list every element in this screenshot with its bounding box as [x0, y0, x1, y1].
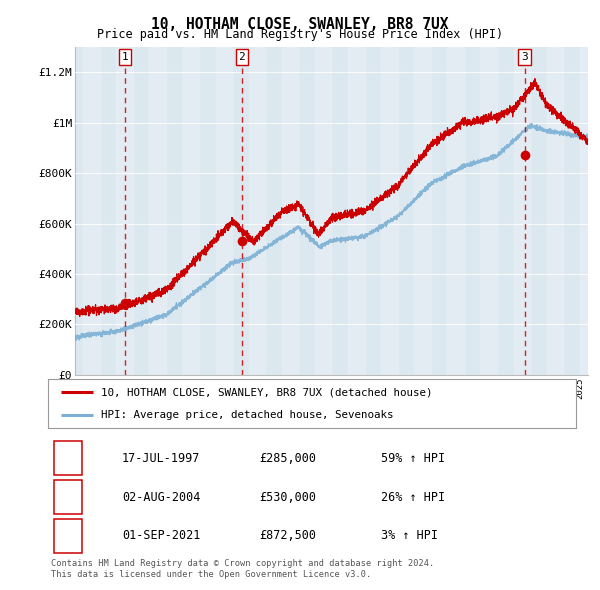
Bar [381, 47, 398, 375]
Bar [249, 47, 265, 375]
Bar [547, 47, 563, 375]
Bar [315, 47, 331, 375]
Text: 3: 3 [521, 52, 528, 62]
Bar [149, 47, 166, 375]
Text: Price paid vs. HM Land Registry's House Price Index (HPI): Price paid vs. HM Land Registry's House … [97, 28, 503, 41]
Text: £530,000: £530,000 [259, 490, 316, 504]
Text: This data is licensed under the Open Government Licence v3.0.: This data is licensed under the Open Gov… [51, 570, 371, 579]
Bar [414, 47, 431, 375]
Text: 1: 1 [122, 52, 128, 62]
Bar [116, 47, 133, 375]
Text: 26% ↑ HPI: 26% ↑ HPI [380, 490, 445, 504]
Text: HPI: Average price, detached house, Sevenoaks: HPI: Average price, detached house, Seve… [101, 409, 394, 419]
Text: 2: 2 [238, 52, 245, 62]
FancyBboxPatch shape [55, 480, 82, 514]
Bar [448, 47, 464, 375]
Text: 01-SEP-2021: 01-SEP-2021 [122, 529, 200, 542]
Bar [282, 47, 298, 375]
Text: 3: 3 [65, 529, 71, 542]
Bar [514, 47, 530, 375]
Bar [481, 47, 497, 375]
Bar [580, 47, 596, 375]
Text: 3% ↑ HPI: 3% ↑ HPI [380, 529, 437, 542]
Text: 02-AUG-2004: 02-AUG-2004 [122, 490, 200, 504]
Bar [83, 47, 100, 375]
Text: Contains HM Land Registry data © Crown copyright and database right 2024.: Contains HM Land Registry data © Crown c… [51, 559, 434, 568]
Bar [215, 47, 232, 375]
Text: 17-JUL-1997: 17-JUL-1997 [122, 452, 200, 465]
FancyBboxPatch shape [55, 441, 82, 476]
Text: £872,500: £872,500 [259, 529, 316, 542]
Text: 1: 1 [65, 452, 71, 465]
Text: 10, HOTHAM CLOSE, SWANLEY, BR8 7UX: 10, HOTHAM CLOSE, SWANLEY, BR8 7UX [151, 17, 449, 31]
Text: 10, HOTHAM CLOSE, SWANLEY, BR8 7UX (detached house): 10, HOTHAM CLOSE, SWANLEY, BR8 7UX (deta… [101, 388, 432, 398]
Text: £285,000: £285,000 [259, 452, 316, 465]
Bar [182, 47, 199, 375]
Text: 59% ↑ HPI: 59% ↑ HPI [380, 452, 445, 465]
Text: 2: 2 [65, 490, 71, 504]
FancyBboxPatch shape [55, 519, 82, 553]
Bar [348, 47, 365, 375]
